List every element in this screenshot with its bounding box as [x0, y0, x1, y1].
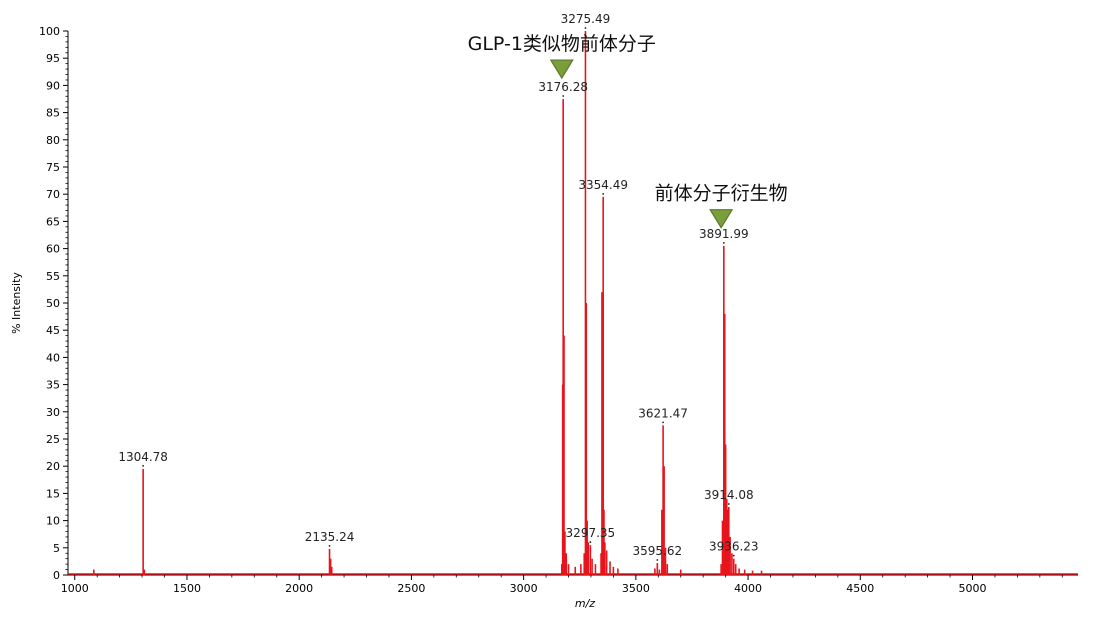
peak-dot [656, 559, 659, 561]
peak-dot [562, 95, 565, 97]
y-axis-title: % Intensity [10, 272, 23, 334]
x-tick-label: 2500 [397, 582, 425, 595]
peak-dot [602, 193, 605, 195]
y-tick-label: 75 [46, 161, 60, 174]
peak-dot [662, 421, 665, 424]
x-tick-label: 1500 [173, 582, 201, 595]
peak-dot [732, 554, 735, 557]
y-tick-label: 10 [46, 515, 60, 528]
y-tick-label: 20 [46, 460, 60, 473]
y-tick-label: 35 [46, 379, 60, 392]
peak-dot [589, 541, 592, 543]
triangle-marker-icon [549, 59, 574, 80]
peak-label: 2135.24 [305, 530, 355, 544]
y-tick-label: 30 [46, 406, 60, 419]
y-tick-label: 70 [46, 188, 60, 201]
annotation-label: 前体分子衍生物 [655, 183, 788, 205]
peak-label: 3595.62 [632, 544, 682, 558]
x-tick-label: 5000 [959, 582, 987, 595]
x-tick-label: 4000 [734, 582, 762, 595]
peak-label: 3275.49 [561, 12, 611, 26]
peak-dot [142, 465, 145, 467]
peak-dot [584, 27, 587, 29]
triangle-marker-icon [709, 209, 734, 229]
x-tick-label: 1000 [61, 582, 89, 595]
peak-dot [722, 241, 725, 244]
spectrum-trace [68, 31, 1078, 575]
y-tick-label: 100 [39, 25, 60, 38]
y-tick-label: 50 [46, 297, 60, 310]
y-tick-label: 0 [53, 569, 60, 582]
annotation-label: GLP-1类似物前体分子 [468, 33, 656, 55]
plot-area [67, 31, 1078, 576]
x-tick-label: 4500 [846, 582, 874, 595]
peak-label: 3891.99 [699, 227, 749, 241]
peak-label: 1304.78 [118, 450, 168, 464]
y-tick-label: 15 [46, 487, 60, 500]
y-tick-label: 55 [46, 270, 60, 283]
y-tick-label: 60 [46, 243, 60, 256]
x-tick-label: 3500 [622, 582, 650, 595]
peak-label: 3914.08 [704, 488, 754, 502]
y-tick-label: 5 [53, 542, 60, 555]
y-tick-label: 95 [46, 52, 60, 65]
y-tick-label: 40 [46, 351, 60, 364]
y-tick-label: 85 [46, 107, 60, 120]
x-tick-label: 3000 [510, 582, 538, 595]
peak-label: 3297.35 [566, 526, 616, 540]
peak-dot [727, 503, 730, 505]
peak-label: 3354.49 [578, 178, 628, 192]
y-tick-label: 45 [46, 324, 60, 337]
axis-ticks: 0 5 10 15 20 25 30 35 40 45 50 55 60 65 70 75 80 85 90 95 10… [39, 25, 1063, 595]
y-tick-label: 80 [46, 134, 60, 147]
peak-label: 3176.28 [538, 80, 588, 94]
peak-label: 3936.23 [709, 540, 759, 554]
x-tick-label: 2000 [285, 582, 313, 595]
peak-dot [328, 544, 331, 547]
x-axis-title: m/z [575, 597, 595, 610]
y-tick-label: 90 [46, 79, 60, 92]
peak-labels: 1304.78 2135.24 3176.28 3275.49 3354.49 3297.… [118, 12, 759, 561]
peak-label: 3621.47 [638, 406, 688, 420]
y-tick-label: 25 [46, 433, 60, 446]
y-tick-label: 65 [46, 215, 60, 228]
